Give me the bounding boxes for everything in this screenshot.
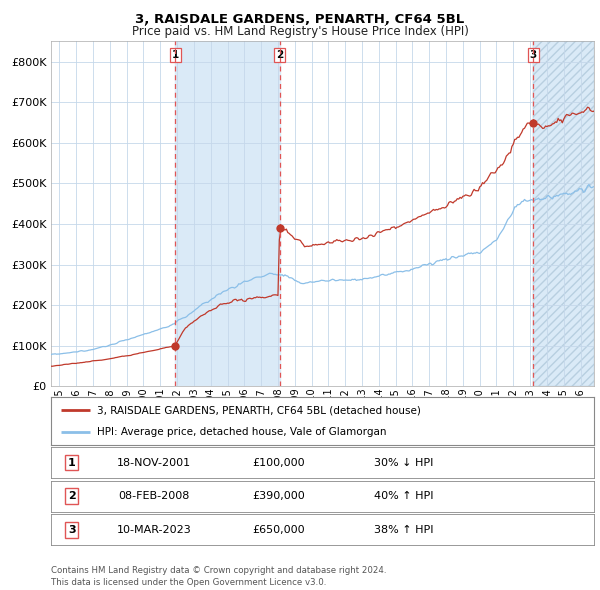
Text: £390,000: £390,000 <box>253 491 305 501</box>
Text: HPI: Average price, detached house, Vale of Glamorgan: HPI: Average price, detached house, Vale… <box>97 427 386 437</box>
Text: 3: 3 <box>68 525 76 535</box>
Text: £650,000: £650,000 <box>253 525 305 535</box>
Bar <box>533 41 594 386</box>
Text: 38% ↑ HPI: 38% ↑ HPI <box>374 525 434 535</box>
Text: 08-FEB-2008: 08-FEB-2008 <box>118 491 190 501</box>
Text: 1: 1 <box>68 458 76 467</box>
Text: Price paid vs. HM Land Registry's House Price Index (HPI): Price paid vs. HM Land Registry's House … <box>131 25 469 38</box>
Text: 10-MAR-2023: 10-MAR-2023 <box>117 525 191 535</box>
Text: 30% ↓ HPI: 30% ↓ HPI <box>374 458 434 467</box>
Text: 3: 3 <box>530 50 537 60</box>
Text: 2: 2 <box>68 491 76 501</box>
Text: 2: 2 <box>276 50 283 60</box>
Text: 3, RAISDALE GARDENS, PENARTH, CF64 5BL: 3, RAISDALE GARDENS, PENARTH, CF64 5BL <box>136 13 464 26</box>
Bar <box>175 41 280 386</box>
Text: 3, RAISDALE GARDENS, PENARTH, CF64 5BL (detached house): 3, RAISDALE GARDENS, PENARTH, CF64 5BL (… <box>97 405 421 415</box>
Bar <box>533 41 594 386</box>
Text: Contains HM Land Registry data © Crown copyright and database right 2024.
This d: Contains HM Land Registry data © Crown c… <box>51 566 386 587</box>
Text: £100,000: £100,000 <box>253 458 305 467</box>
Text: 1: 1 <box>172 50 179 60</box>
Text: 18-NOV-2001: 18-NOV-2001 <box>117 458 191 467</box>
Text: 40% ↑ HPI: 40% ↑ HPI <box>374 491 434 501</box>
